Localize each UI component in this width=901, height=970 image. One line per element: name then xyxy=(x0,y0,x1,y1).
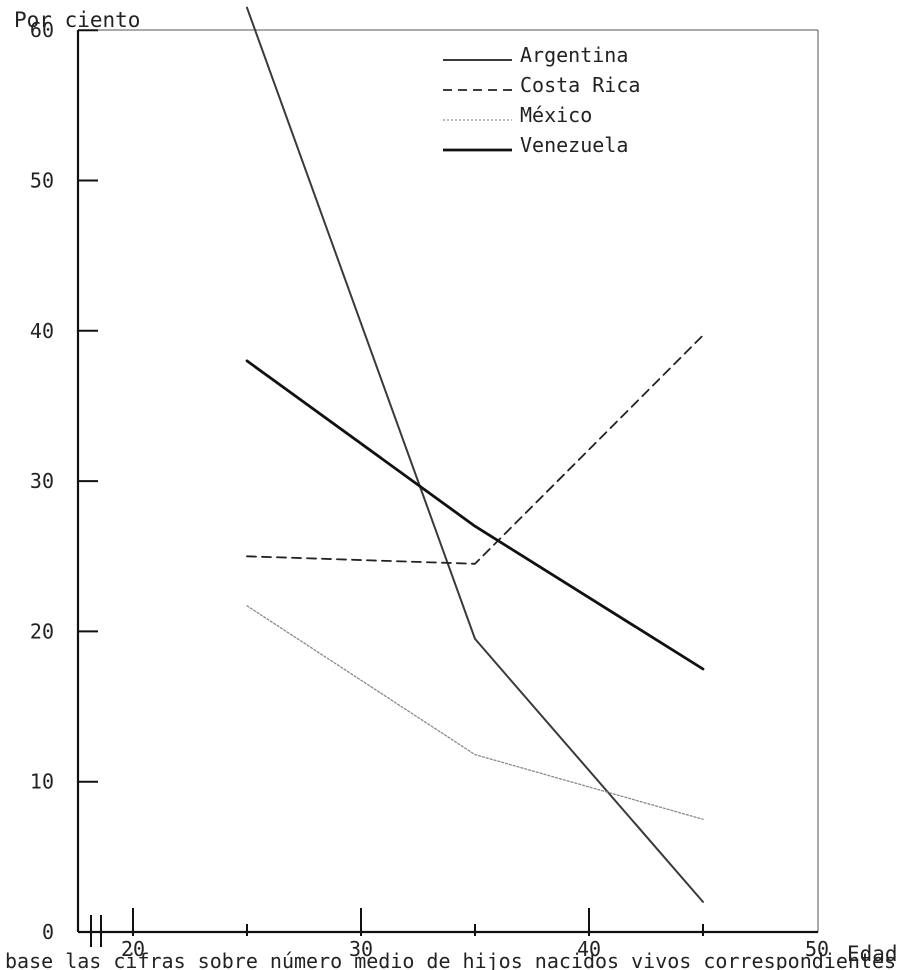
y-tick-label: 30 xyxy=(30,469,54,493)
y-tick-label: 60 xyxy=(30,18,54,42)
y-tick-label: 40 xyxy=(30,319,54,343)
y-ticks: 0 10 20 30 40 50 60 xyxy=(30,18,98,944)
x-axis-title: Edad xyxy=(847,942,898,966)
x-ticks: 20 30 40 50 xyxy=(121,908,829,961)
x-tick-label: 50 xyxy=(805,937,829,961)
series-line-costa-rica xyxy=(246,334,704,565)
figure-caption: base las cifras sobre número medio de hi… xyxy=(5,949,896,970)
legend-label: Costa Rica xyxy=(520,73,640,97)
x-axis-break xyxy=(90,915,102,947)
legend: Argentina Costa Rica México Venezuela xyxy=(443,43,640,157)
series-line-venezuela xyxy=(245,359,705,671)
series-line-m-xico xyxy=(246,605,704,820)
y-tick-label: 50 xyxy=(30,169,54,193)
y-tick-label: 0 xyxy=(42,920,54,944)
x-tick-label: 20 xyxy=(121,937,145,961)
x-tick-label: 40 xyxy=(577,937,601,961)
legend-label: Argentina xyxy=(520,43,628,67)
series-line-argentina xyxy=(246,6,704,903)
legend-label: Venezuela xyxy=(520,133,628,157)
y-tick-label: 20 xyxy=(30,619,54,643)
series-lines xyxy=(245,6,705,903)
y-axis-title: Por ciento xyxy=(14,8,140,32)
plot-frame xyxy=(78,29,819,932)
y-tick-label: 10 xyxy=(30,770,54,794)
axes xyxy=(76,30,818,947)
legend-label: México xyxy=(520,103,592,127)
x-tick-label: 30 xyxy=(349,937,373,961)
